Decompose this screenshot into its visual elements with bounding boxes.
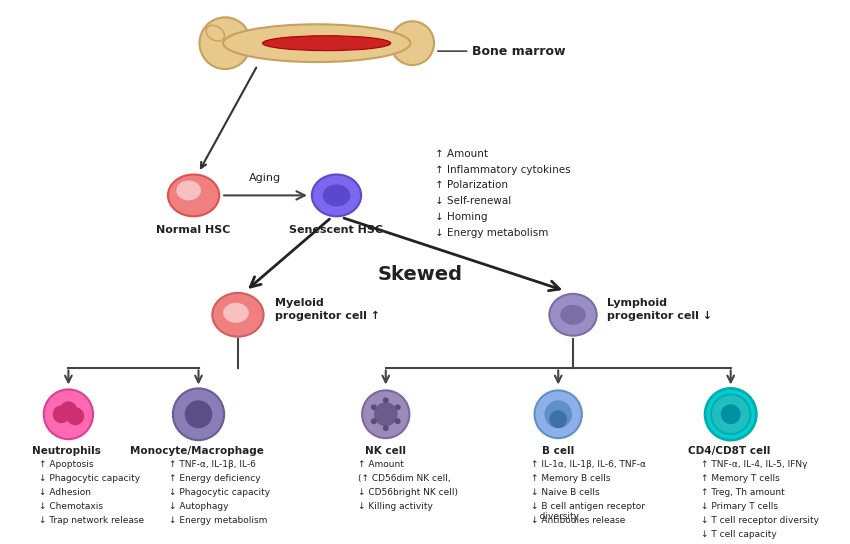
Text: ↑ Amount: ↑ Amount bbox=[435, 149, 488, 159]
Text: ↓ T cell receptor diversity: ↓ T cell receptor diversity bbox=[701, 516, 819, 525]
Ellipse shape bbox=[312, 175, 361, 217]
Circle shape bbox=[374, 403, 398, 426]
Text: CD4/CD8T cell: CD4/CD8T cell bbox=[688, 446, 770, 456]
Text: ↓ CD56bright NK cell): ↓ CD56bright NK cell) bbox=[358, 488, 458, 497]
Text: Senescent HSC: Senescent HSC bbox=[290, 225, 383, 235]
Circle shape bbox=[711, 394, 751, 434]
Circle shape bbox=[53, 405, 71, 423]
Circle shape bbox=[184, 400, 212, 428]
Ellipse shape bbox=[224, 24, 411, 62]
Text: ↑ Inflammatory cytokines: ↑ Inflammatory cytokines bbox=[435, 164, 570, 175]
Ellipse shape bbox=[168, 175, 219, 217]
Circle shape bbox=[391, 21, 434, 65]
Circle shape bbox=[394, 418, 400, 424]
Circle shape bbox=[394, 404, 400, 410]
Ellipse shape bbox=[549, 294, 597, 336]
Ellipse shape bbox=[263, 36, 391, 51]
Circle shape bbox=[60, 401, 77, 419]
Text: ↑ Apoptosis: ↑ Apoptosis bbox=[39, 460, 94, 469]
Circle shape bbox=[180, 424, 189, 432]
Text: Lymphoid
progenitor cell ↓: Lymphoid progenitor cell ↓ bbox=[607, 298, 711, 322]
Text: ↓ Energy metabolism: ↓ Energy metabolism bbox=[169, 516, 267, 525]
Text: ↑ Memory T cells: ↑ Memory T cells bbox=[701, 474, 780, 483]
Text: Monocyte/Macrophage: Monocyte/Macrophage bbox=[129, 446, 264, 456]
Circle shape bbox=[200, 17, 251, 69]
Text: Normal HSC: Normal HSC bbox=[156, 225, 230, 235]
Text: ↓ Homing: ↓ Homing bbox=[435, 212, 488, 222]
Text: ↓ Killing activity: ↓ Killing activity bbox=[358, 502, 433, 511]
Ellipse shape bbox=[206, 26, 224, 41]
Text: Aging: Aging bbox=[249, 174, 281, 183]
Text: ↓ Phagocytic capacity: ↓ Phagocytic capacity bbox=[169, 488, 270, 497]
Circle shape bbox=[362, 391, 410, 438]
Circle shape bbox=[195, 430, 202, 438]
Text: ↓ Energy metabolism: ↓ Energy metabolism bbox=[435, 228, 548, 238]
Circle shape bbox=[371, 418, 377, 424]
Text: ↑ TNF-α, IL-1β, IL-6: ↑ TNF-α, IL-1β, IL-6 bbox=[169, 460, 256, 469]
Circle shape bbox=[43, 390, 93, 439]
Circle shape bbox=[549, 410, 567, 428]
Text: ↓ Naive B cells: ↓ Naive B cells bbox=[530, 488, 599, 497]
Circle shape bbox=[706, 388, 756, 440]
Text: ↑ Amount: ↑ Amount bbox=[358, 460, 404, 469]
Text: (↑ CD56dim NK cell,: (↑ CD56dim NK cell, bbox=[358, 474, 450, 483]
Ellipse shape bbox=[212, 293, 264, 337]
Circle shape bbox=[535, 391, 582, 438]
Text: ↑ Treg, Th amount: ↑ Treg, Th amount bbox=[701, 488, 785, 497]
Circle shape bbox=[208, 424, 217, 432]
Circle shape bbox=[382, 425, 388, 431]
Circle shape bbox=[545, 400, 572, 428]
Text: ↓ Adhesion: ↓ Adhesion bbox=[39, 488, 91, 497]
Text: ↓ Self-renewal: ↓ Self-renewal bbox=[435, 196, 512, 206]
Text: ↓ B cell antigen receptor
   diversity: ↓ B cell antigen receptor diversity bbox=[530, 502, 644, 521]
Circle shape bbox=[382, 397, 388, 403]
Text: Bone marrow: Bone marrow bbox=[473, 45, 566, 58]
Text: ↑ Energy deficiency: ↑ Energy deficiency bbox=[169, 474, 261, 483]
Text: ↓ Phagocytic capacity: ↓ Phagocytic capacity bbox=[39, 474, 140, 483]
Text: Myeloid
progenitor cell ↑: Myeloid progenitor cell ↑ bbox=[275, 298, 381, 322]
Text: NK cell: NK cell bbox=[366, 446, 406, 456]
Text: Neutrophils: Neutrophils bbox=[32, 446, 101, 456]
Text: B cell: B cell bbox=[542, 446, 575, 456]
Circle shape bbox=[371, 404, 377, 410]
Text: ↑ Memory B cells: ↑ Memory B cells bbox=[530, 474, 610, 483]
Text: ↓ Autophagy: ↓ Autophagy bbox=[169, 502, 229, 511]
Circle shape bbox=[208, 396, 217, 404]
Text: ↓ T cell capacity: ↓ T cell capacity bbox=[701, 530, 777, 539]
Circle shape bbox=[214, 410, 222, 418]
Circle shape bbox=[66, 407, 84, 425]
Text: ↑ TNF-α, IL-4, IL-5, IFNγ: ↑ TNF-α, IL-4, IL-5, IFNγ bbox=[701, 460, 808, 469]
Text: ↓ Chemotaxis: ↓ Chemotaxis bbox=[39, 502, 103, 511]
Circle shape bbox=[195, 391, 202, 398]
Circle shape bbox=[175, 410, 183, 418]
Circle shape bbox=[721, 404, 740, 424]
Ellipse shape bbox=[560, 305, 586, 325]
Text: ↓ Antibodies release: ↓ Antibodies release bbox=[530, 516, 625, 525]
Ellipse shape bbox=[224, 303, 249, 323]
Ellipse shape bbox=[176, 181, 201, 200]
Ellipse shape bbox=[323, 184, 350, 206]
Text: ↑ IL-1α, IL-1β, IL-6, TNF-α: ↑ IL-1α, IL-1β, IL-6, TNF-α bbox=[530, 460, 646, 469]
Text: ↓ Primary T cells: ↓ Primary T cells bbox=[701, 502, 778, 511]
Text: ↓ Trap network release: ↓ Trap network release bbox=[39, 516, 144, 525]
Text: Skewed: Skewed bbox=[377, 265, 462, 285]
Text: ↑ Polarization: ↑ Polarization bbox=[435, 181, 508, 190]
Circle shape bbox=[173, 388, 224, 440]
Circle shape bbox=[180, 396, 189, 404]
